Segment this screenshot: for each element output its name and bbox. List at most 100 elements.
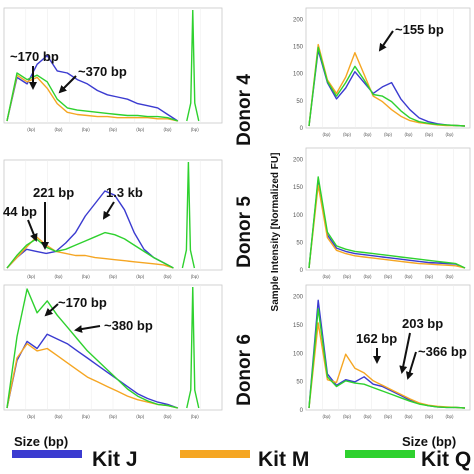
x-tick-unit: (bp) <box>191 127 200 132</box>
x-tick-unit: (bp) <box>384 414 393 419</box>
x-tick-unit: (bp) <box>136 414 145 419</box>
x-tick-unit: (bp) <box>163 414 172 419</box>
y-tick-label: 100 <box>293 213 304 219</box>
series-line-kit-j <box>6 333 179 409</box>
y-tick-label: 50 <box>296 380 303 386</box>
series-line-kit-m <box>6 74 178 122</box>
legend: Kit J Kit M Kit Q <box>12 448 471 471</box>
series-line-kit-q <box>308 308 466 409</box>
legend-swatch-kit-j <box>12 450 82 458</box>
x-tick-unit: (bp) <box>163 274 172 279</box>
x-tick-unit: (bp) <box>109 274 118 279</box>
x-tick-unit: (bp) <box>343 274 352 279</box>
x-tick-unit: (bp) <box>82 414 91 419</box>
donor-6-label: Donor 6 <box>234 334 255 406</box>
x-tick-unit: (bp) <box>82 274 91 279</box>
panel-left_mid: (bp) (bp) (bp) (bp) (bp) (bp) (bp) <box>3 159 223 279</box>
legend-swatch-kit-m <box>180 450 250 458</box>
annotation-1-3kb: 1.3 kb <box>106 185 143 200</box>
arrow-203bp <box>399 332 411 374</box>
annotation-155bp: ~155 bp <box>395 22 444 37</box>
x-tick-unit: (bp) <box>163 127 172 132</box>
panel-right_bot: (bp) (bp) (bp) (bp) (bp) (bp) (bp) 0 50 100 150 200 <box>293 284 471 419</box>
annotation-170bp-top: ~170 bp <box>10 49 59 64</box>
y-tick-label: 200 <box>293 158 304 164</box>
x-tick-unit: (bp) <box>322 414 331 419</box>
series-line-kit-j <box>6 54 179 122</box>
y-tick-label: 150 <box>293 45 304 51</box>
legend-label-kit-q: Kit Q <box>421 448 471 471</box>
y-tick-label: 50 <box>296 99 303 105</box>
series-line-kit-q <box>6 72 179 122</box>
y-tick-label: 200 <box>293 295 304 301</box>
x-tick-unit: (bp) <box>27 274 36 279</box>
x-tick-unit: (bp) <box>109 414 118 419</box>
x-tick-unit: (bp) <box>363 132 372 137</box>
annotation-370bp: ~370 bp <box>78 64 127 79</box>
x-tick-unit: (bp) <box>343 132 352 137</box>
arrow-44bp <box>27 219 38 242</box>
x-tick-unit: (bp) <box>27 414 36 419</box>
x-tick-unit: (bp) <box>445 132 454 137</box>
series-line-kit-m <box>6 343 178 409</box>
donor-4-label: Donor 4 <box>234 74 255 146</box>
x-tick-unit: (bp) <box>322 274 331 279</box>
x-tick-unit: (bp) <box>136 127 145 132</box>
x-tick-unit: (bp) <box>445 414 454 419</box>
x-tick-unit: (bp) <box>136 274 145 279</box>
panel-right_mid: (bp) (bp) (bp) (bp) (bp) (bp) (bp) 0 50 100 150 200 <box>293 147 471 279</box>
annotation-380bp: ~380 bp <box>104 318 153 333</box>
series-line-kit-q <box>308 46 466 127</box>
x-tick-unit: (bp) <box>54 127 63 132</box>
arrow-155bp <box>378 30 394 52</box>
series-line-kit-q <box>308 176 466 269</box>
x-axis-label-right: Size (bp) <box>402 434 456 449</box>
arrow-366bp <box>405 351 417 380</box>
x-tick-unit: (bp) <box>27 127 36 132</box>
x-axis-label-left: Size (bp) <box>14 434 68 449</box>
y-tick-label: 150 <box>293 323 304 329</box>
x-tick-unit: (bp) <box>445 274 454 279</box>
panel-right_top: (bp) (bp) (bp) (bp) (bp) (bp) (bp) 0 50 100 150 200 <box>293 7 471 137</box>
upper-marker-peak <box>186 9 200 122</box>
arrow-380bp <box>74 325 101 333</box>
y-tick-label: 100 <box>293 72 304 78</box>
x-tick-unit: (bp) <box>322 132 331 137</box>
arrow-1-3kb <box>102 201 115 220</box>
x-tick-unit: (bp) <box>384 274 393 279</box>
x-tick-unit: (bp) <box>425 414 434 419</box>
x-tick-unit: (bp) <box>404 414 413 419</box>
legend-swatch-kit-q <box>345 450 415 458</box>
upper-marker-peak <box>181 161 196 269</box>
arrow-170bp-bottom <box>44 303 59 317</box>
y-tick-label: 50 <box>296 240 303 246</box>
x-tick-unit: (bp) <box>54 414 63 419</box>
arrow-370bp <box>58 75 77 94</box>
panel-left_bot: (bp) (bp) (bp) (bp) (bp) (bp) (bp) <box>3 284 223 419</box>
series-line-kit-j <box>308 178 466 269</box>
annotation-221bp: 221 bp <box>33 185 74 200</box>
panels: (bp) (bp) (bp) (bp) (bp) (bp) (bp)(bp) (bp) (bp)… <box>3 7 471 419</box>
panel-left_top: (bp) (bp) (bp) (bp) (bp) (bp) (bp) <box>3 7 223 132</box>
annotation-366bp: ~366 bp <box>418 344 467 359</box>
x-tick-unit: (bp) <box>363 414 372 419</box>
annotation-162bp: 162 bp <box>356 331 397 346</box>
y-tick-label: 200 <box>293 17 304 23</box>
y-tick-label: 100 <box>293 351 304 357</box>
x-tick-unit: (bp) <box>191 414 200 419</box>
x-tick-unit: (bp) <box>82 127 91 132</box>
y-tick-label: 0 <box>300 408 304 414</box>
x-tick-unit: (bp) <box>109 127 118 132</box>
legend-label-kit-j: Kit J <box>92 448 138 471</box>
y-tick-label: 0 <box>300 268 304 274</box>
x-tick-unit: (bp) <box>343 414 352 419</box>
x-tick-unit: (bp) <box>425 132 434 137</box>
annotation-170bp-bottom: ~170 bp <box>58 295 107 310</box>
upper-marker-peak <box>186 286 200 409</box>
x-tick-unit: (bp) <box>425 274 434 279</box>
x-tick-unit: (bp) <box>384 132 393 137</box>
y-tick-label: 0 <box>300 126 304 132</box>
legend-label-kit-m: Kit M <box>258 448 309 471</box>
x-tick-unit: (bp) <box>404 132 413 137</box>
